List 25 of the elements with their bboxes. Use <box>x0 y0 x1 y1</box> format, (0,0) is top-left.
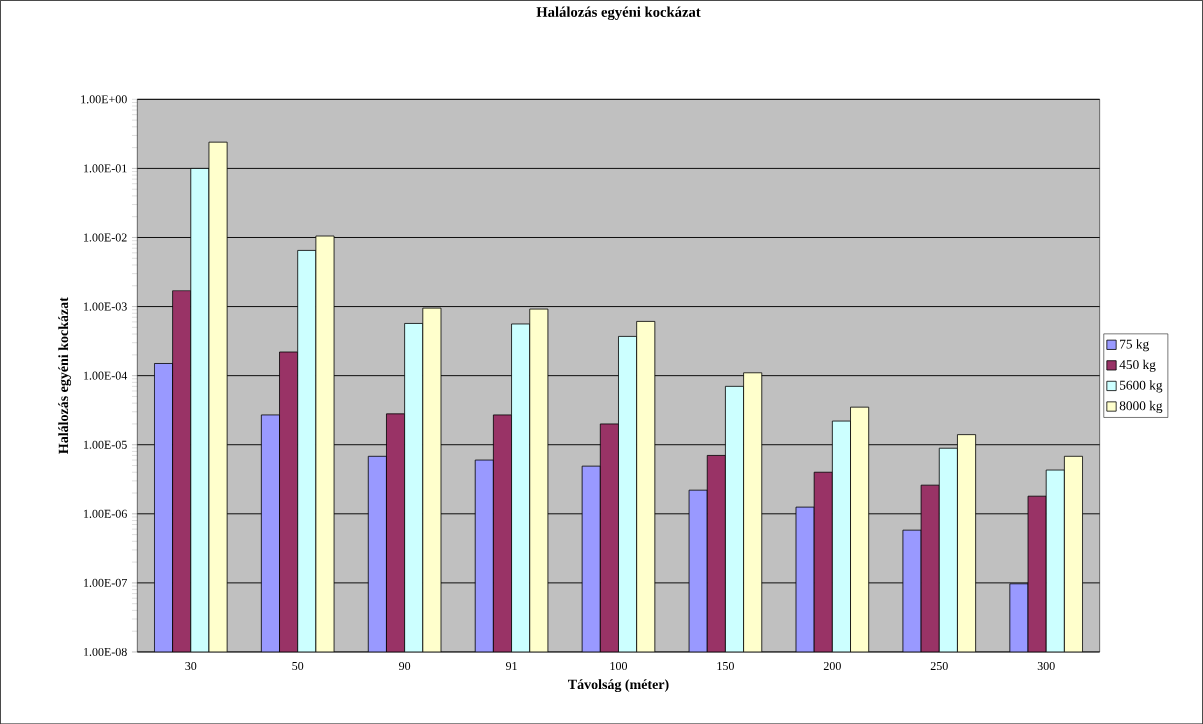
y-tick-label: 1.00E-08 <box>84 647 127 656</box>
y-tick-label: 1.00E-04 <box>84 371 128 380</box>
y-tick-label: 1.00E-06 <box>84 509 127 518</box>
y-axis-title: Halálozás egyéni kockázat <box>58 297 72 454</box>
x-tick-label: 300 <box>1037 661 1055 670</box>
y-tick-label: 1.00E-07 <box>84 578 127 587</box>
y-tick-label: 1.00E-01 <box>84 164 127 173</box>
x-tick-label: 200 <box>823 661 841 670</box>
legend-label: 8000 kg <box>1119 400 1163 413</box>
x-tick-label: 91 <box>505 661 517 670</box>
legend-label: 5600 kg <box>1120 380 1163 393</box>
legend-label: 75 kg <box>1120 339 1149 352</box>
y-tick-label: 1.00E-02 <box>84 233 127 242</box>
y-tick-label: 1.00E-05 <box>84 440 127 449</box>
legend-label: 450 kg <box>1119 359 1156 372</box>
x-tick-label: 90 <box>399 661 411 670</box>
x-tick-label: 100 <box>610 661 628 670</box>
chart-title: Halálozás egyéni kockázat <box>536 6 701 20</box>
y-tick-label: 1.00E-03 <box>84 302 127 311</box>
x-axis-title: Távolság (méter) <box>568 679 669 692</box>
x-tick-label: 250 <box>930 661 948 670</box>
x-tick-label: 50 <box>292 661 304 670</box>
x-tick-label: 150 <box>717 661 734 670</box>
x-tick-label: 30 <box>185 661 197 670</box>
y-tick-label: 1.00E+00 <box>81 95 127 104</box>
